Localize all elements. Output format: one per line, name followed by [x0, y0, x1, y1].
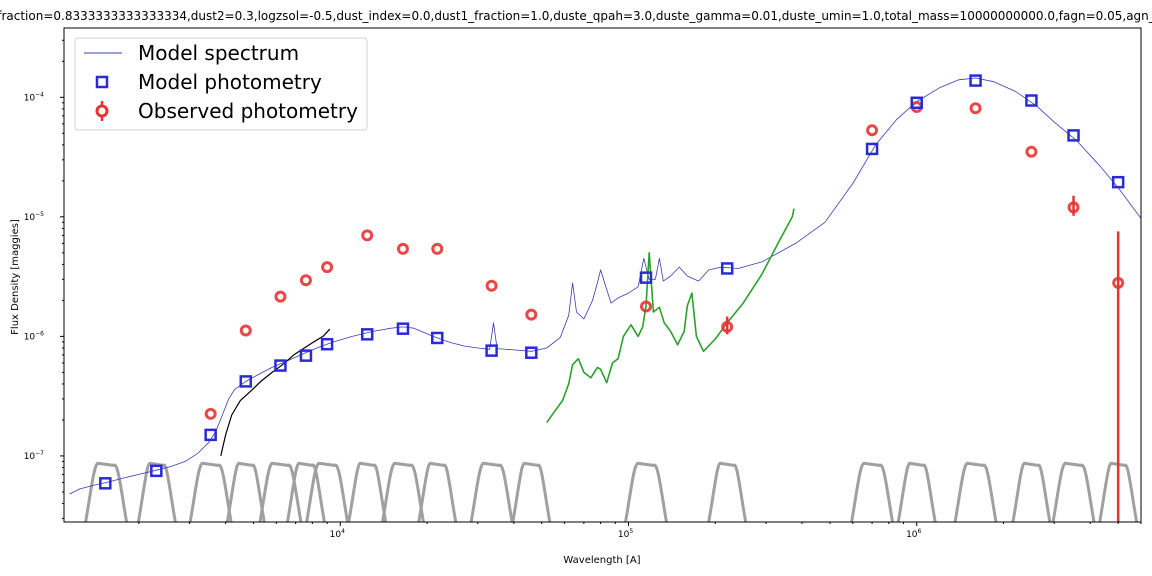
- observed-photometry-point: [1067, 201, 1080, 214]
- observed-photometry-point: [721, 320, 734, 333]
- filter-curve: [511, 461, 552, 522]
- observed-optical-spectrum-line: [220, 328, 331, 457]
- y-tick-label: 10−5: [24, 211, 44, 223]
- model-photometry-point: [1111, 175, 1125, 189]
- model-spectrum-line: [69, 77, 1141, 495]
- model-photometry-point: [360, 328, 374, 341]
- y-axis-label: Flux Density [maggies]: [10, 219, 21, 335]
- model-photometry-point: [396, 322, 410, 335]
- observed-photometry-point: [969, 102, 982, 115]
- observed-photometry-point: [866, 124, 879, 137]
- model-photometry-point: [299, 349, 313, 362]
- model-photometry-point: [320, 337, 334, 351]
- observed-photometry-point: [321, 261, 334, 274]
- observed-photometry-point: [274, 290, 287, 303]
- filter-curve: [953, 461, 998, 522]
- plot-frame: [63, 27, 1142, 523]
- filter-curve: [285, 461, 326, 522]
- model-photometry-point: [204, 428, 217, 442]
- observed-photometry-point: [525, 308, 538, 321]
- observed-photometry-point: [431, 242, 444, 255]
- model-photometry-point: [865, 142, 879, 156]
- filter-curve: [136, 461, 177, 522]
- model-photometry-point: [1025, 94, 1038, 107]
- observed-photometry-point: [639, 300, 652, 313]
- y-tick-label: 10−4: [24, 91, 44, 103]
- model-photometry-point: [99, 477, 112, 490]
- x-tick-label: 106: [906, 528, 921, 540]
- model-photometry-point: [239, 375, 253, 388]
- legend-box: [74, 37, 368, 131]
- filter-curve: [469, 461, 514, 522]
- legend: Model spectrum Model photometry Observed p…: [74, 37, 368, 131]
- legend-label: Model photometry: [138, 70, 322, 94]
- filter-curve: [707, 461, 748, 522]
- x-axis-label: Wavelength [A]: [563, 555, 640, 566]
- filter-curve: [1051, 461, 1096, 522]
- filter-curve: [380, 461, 425, 522]
- model-photometry-point: [1067, 129, 1080, 142]
- filter-curve: [347, 461, 388, 522]
- y-tick-label: 10−6: [24, 330, 44, 342]
- filter-curve: [305, 461, 350, 522]
- filter-curve: [1011, 461, 1052, 522]
- model-photometry-point: [150, 464, 163, 478]
- observed-photometry-point: [299, 274, 312, 287]
- observed-infrared-spectrum-line: [546, 208, 795, 424]
- observed-photometry-point: [239, 324, 252, 337]
- x-tick-label: 105: [618, 528, 633, 540]
- observed-photometry-point: [204, 407, 217, 420]
- filter-curve: [896, 461, 937, 522]
- model-photometry-point: [274, 359, 287, 372]
- filter-curve: [188, 461, 233, 522]
- model-photometry-point: [910, 96, 923, 110]
- plot-clip-group: [69, 74, 1141, 522]
- filter-curve: [623, 461, 669, 522]
- filter-curve: [225, 461, 266, 522]
- model-photometry-point: [720, 262, 734, 275]
- observed-photometry-point: [1025, 145, 1038, 158]
- observed-photometry-point: [396, 242, 409, 255]
- chart-title: fraction=0.8333333333333334,dust2=0.3,lo…: [0, 9, 1152, 23]
- model-photometry-point: [639, 271, 653, 284]
- legend-square-swatch: [95, 75, 109, 89]
- legend-label: Observed photometry: [138, 99, 358, 123]
- y-tick-label: 10−7: [24, 450, 44, 462]
- model-photometry-point: [969, 74, 982, 87]
- legend-label: Model spectrum: [138, 41, 299, 65]
- filter-curve: [258, 461, 303, 522]
- filter-curve: [84, 461, 129, 522]
- filter-curve: [417, 461, 458, 522]
- observed-photometry-point: [485, 279, 498, 292]
- legend-circle-swatch: [95, 104, 109, 118]
- plot-area: [69, 74, 1141, 522]
- model-photometry-point: [485, 344, 498, 357]
- observed-photometry-point: [361, 229, 374, 242]
- x-tick-label: 104: [330, 528, 345, 540]
- observed-photometry-point: [1112, 276, 1125, 289]
- model-photometry-point: [525, 346, 538, 359]
- filter-curve: [850, 461, 895, 522]
- model-photometry-point: [431, 331, 444, 345]
